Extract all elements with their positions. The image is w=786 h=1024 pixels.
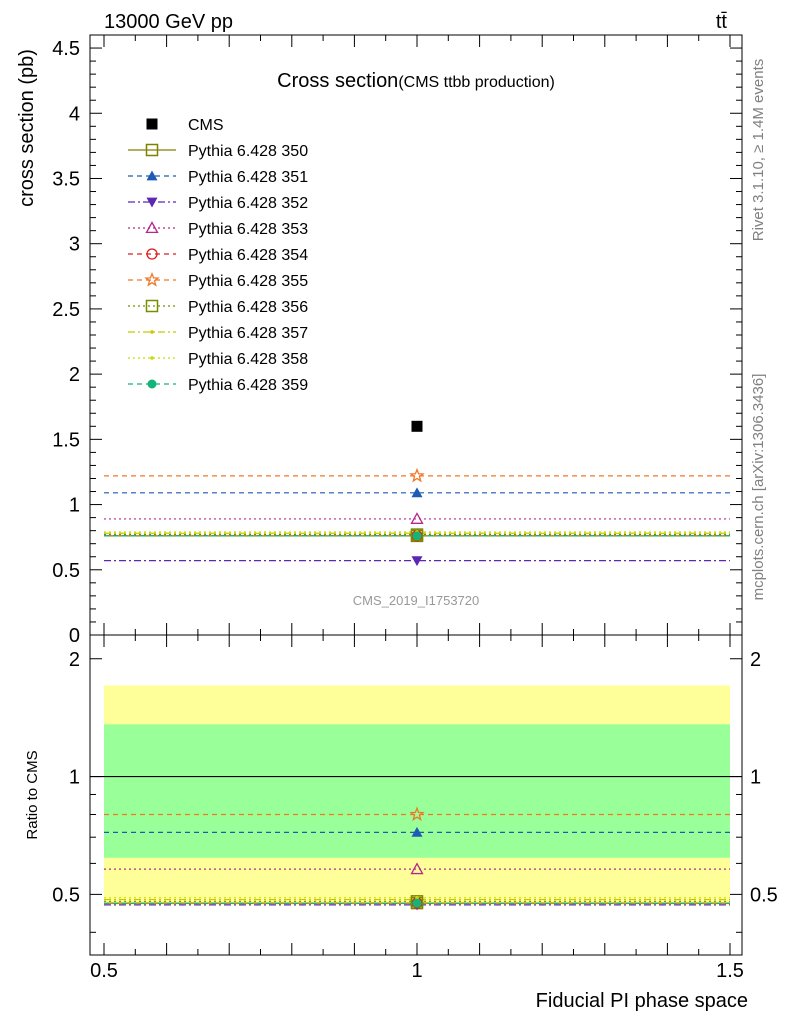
main-ytick-label: 4.5: [52, 38, 80, 60]
ratio-ytick-label-left: 1: [69, 767, 80, 789]
ratio-ytick-label-left: 0.5: [52, 884, 80, 906]
main-ytick-label: 0: [69, 625, 80, 647]
main-ytick-label: 3.5: [52, 168, 80, 190]
cms-data-point: [411, 420, 423, 432]
ratio-ytick-label-left: 2: [69, 649, 80, 671]
ratio-y-axis: 0.5 0.5 1 1 2 2: [52, 649, 778, 933]
legend-marker-4: [146, 248, 158, 260]
chart-title: Cross section(CMS ttbb production): [277, 70, 555, 92]
ratio-marker-5: [409, 806, 425, 822]
ratio-marker-1: [411, 826, 423, 837]
ratio-series-group: [104, 806, 730, 911]
ratio-ylabel: Ratio to CMS: [24, 750, 41, 839]
main-series-group: [104, 467, 730, 567]
rivet-label: Rivet 3.1.10, ≥ 1.4M events: [750, 59, 767, 242]
main-ylabel: cross section (pb): [16, 49, 38, 207]
series-marker-1: [411, 487, 423, 498]
main-panel: 00.511.522.533.544.5 cross section (pb) …: [16, 34, 743, 647]
ratio-marker-9: [412, 898, 422, 908]
ratio-band-inner: [104, 724, 730, 858]
legend-label-3: Pythia 6.428 353: [188, 221, 308, 238]
main-ytick-label: 2: [69, 364, 80, 386]
legend-marker-9: [147, 379, 157, 389]
legend-marker-6: [145, 299, 159, 313]
series-marker-5: [409, 467, 425, 483]
ratio-frame: [89, 634, 743, 956]
watermark: CMS_2019_I1753720: [353, 593, 480, 608]
legend-marker-cms: [146, 118, 158, 130]
legend-label-5: Pythia 6.428 355: [188, 273, 308, 290]
legend-label-2: Pythia 6.428 352: [188, 195, 308, 212]
ratio-x-axis: 0.5 1 1.5: [90, 635, 744, 982]
legend-label-4: Pythia 6.428 354: [188, 247, 308, 264]
ratio-bands: [90, 685, 742, 905]
ratio-ytick-label-right: 0.5: [750, 884, 778, 906]
ratio-xtick-label: 0.5: [90, 960, 118, 982]
legend: CMS Pythia 6.428 350 Pythia 6.428 351 Pythi…: [128, 117, 308, 394]
legend-marker-8: [150, 356, 154, 360]
series-marker-3: [410, 512, 424, 524]
main-ytick-label: 1: [69, 495, 80, 517]
mcplots-label: mcplots.cern.ch [arXiv:1306.3436]: [750, 374, 767, 601]
ratio-panel: 0.5 0.5 1 1 2 2 0.5 1 1.5 Ratio to CMS Fiducial…: [24, 634, 778, 1012]
process-label: tt̄: [716, 11, 728, 33]
ratio-marker-3: [410, 862, 424, 875]
legend-label-8: Pythia 6.428 358: [188, 351, 308, 368]
legend-marker-3: [145, 221, 159, 234]
legend-label-0: Pythia 6.428 350: [188, 143, 308, 160]
legend-label-6: Pythia 6.428 356: [188, 299, 308, 316]
ratio-xtick-label: 1.5: [716, 960, 744, 982]
chart-title-sub: (CMS ttbb production): [398, 74, 555, 91]
main-ytick-label: 4: [69, 103, 80, 125]
energy-label: 13000 GeV pp: [104, 11, 233, 33]
chart-title-main: Cross section: [277, 70, 398, 92]
legend-label-1: Pythia 6.428 351: [188, 169, 308, 186]
legend-label-cms: CMS: [188, 117, 224, 134]
series-marker-2: [411, 556, 423, 567]
legend-label-9: Pythia 6.428 359: [188, 377, 308, 394]
legend-marker-7: [150, 330, 154, 334]
main-ytick-label: 2.5: [52, 299, 80, 321]
legend-marker-2: [146, 197, 158, 208]
series-marker-9: [412, 531, 422, 541]
legend-label-7: Pythia 6.428 357: [188, 325, 308, 342]
legend-marker-5: [144, 271, 160, 287]
main-ytick-label: 1.5: [52, 429, 80, 451]
ratio-ytick-label-right: 1: [750, 767, 761, 789]
ratio-ytick-label-right: 2: [750, 649, 761, 671]
main-x-ticks: [103, 35, 731, 635]
legend-marker-0: [145, 143, 159, 157]
main-ytick-label: 0.5: [52, 560, 80, 582]
ratio-xtick-label: 1: [411, 960, 422, 982]
legend-marker-1: [146, 170, 158, 181]
main-ytick-label: 3: [69, 234, 80, 256]
main-y-axis: 0 0.5 1 1.5 2 2.5 3 3.5 4 4.5: [52, 34, 742, 647]
cms-data-group: [411, 420, 423, 432]
ratio-xlabel: Fiducial PI phase space: [536, 990, 748, 1012]
